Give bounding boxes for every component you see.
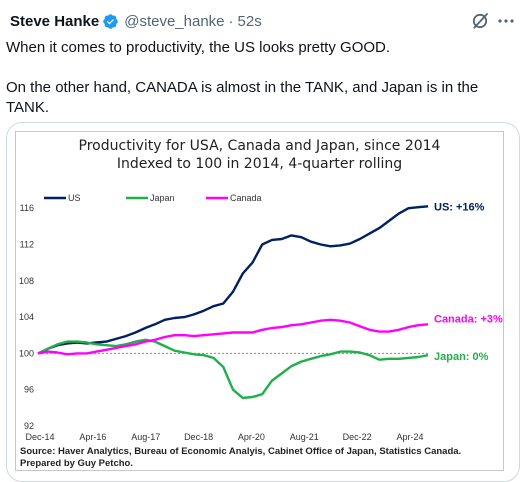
y-tick-label: 108 xyxy=(19,276,34,286)
separator-dot: · xyxy=(228,12,234,30)
x-tick-label: Dec-14 xyxy=(25,432,54,442)
series-line-us xyxy=(37,205,429,355)
x-tick-label: Dec-22 xyxy=(343,432,372,442)
x-tick-label: Apr-24 xyxy=(396,432,423,442)
y-tick-label: 96 xyxy=(24,385,34,395)
end-label-us: US: +16% xyxy=(434,201,485,213)
legend-label-us: US xyxy=(68,193,81,203)
y-tick-label: 116 xyxy=(20,203,34,213)
y-tick-label: 100 xyxy=(19,348,34,358)
x-tick-label: Aug-17 xyxy=(131,432,160,442)
timestamp[interactable]: 52s xyxy=(237,12,262,30)
series-line-japan xyxy=(37,338,429,400)
chart-title: Productivity for USA, Canada and Japan, … xyxy=(78,138,441,154)
author-name[interactable]: Steve Hanke xyxy=(10,12,100,30)
x-tick-label: Apr-16 xyxy=(79,432,106,442)
x-tick-label: Apr-20 xyxy=(238,432,265,442)
y-tick-label: 104 xyxy=(19,312,34,322)
chart-plot-area: 92 96 100 104 108 112 116 Dec-14 Apr-16 Aug-17 Dec… xyxy=(19,193,503,442)
chart-subtitle: Indexed to 100 in 2014, 4-quarter rollin… xyxy=(116,156,403,172)
productivity-chart: Productivity for USA, Canada and Japan, … xyxy=(15,131,504,471)
end-label-japan: Japan: 0% xyxy=(434,351,489,363)
legend-label-canada: Canada xyxy=(230,193,262,203)
grok-icon[interactable] xyxy=(470,11,490,31)
tweet-header: Steve Hanke @steve_hanke · 52s xyxy=(6,8,518,34)
chart-source-note: Source: Haver Analytics, Bureau of Econo… xyxy=(20,446,462,469)
y-tick-label: 112 xyxy=(20,239,34,249)
end-label-canada: Canada: +3% xyxy=(434,313,503,325)
more-options-icon[interactable] xyxy=(496,11,516,31)
verified-badge-icon xyxy=(102,13,119,30)
author-handle[interactable]: @steve_hanke xyxy=(124,12,225,30)
x-tick-label: Aug-21 xyxy=(290,432,319,442)
tweet-text: When it comes to productivity, the US lo… xyxy=(6,39,479,116)
tweet-media-image[interactable]: Productivity for USA, Canada and Japan, … xyxy=(6,122,520,482)
legend-label-japan: Japan xyxy=(150,193,175,203)
x-tick-label: Dec-18 xyxy=(184,432,213,442)
series-line-canada xyxy=(37,318,429,356)
y-tick-label: 92 xyxy=(24,421,34,431)
